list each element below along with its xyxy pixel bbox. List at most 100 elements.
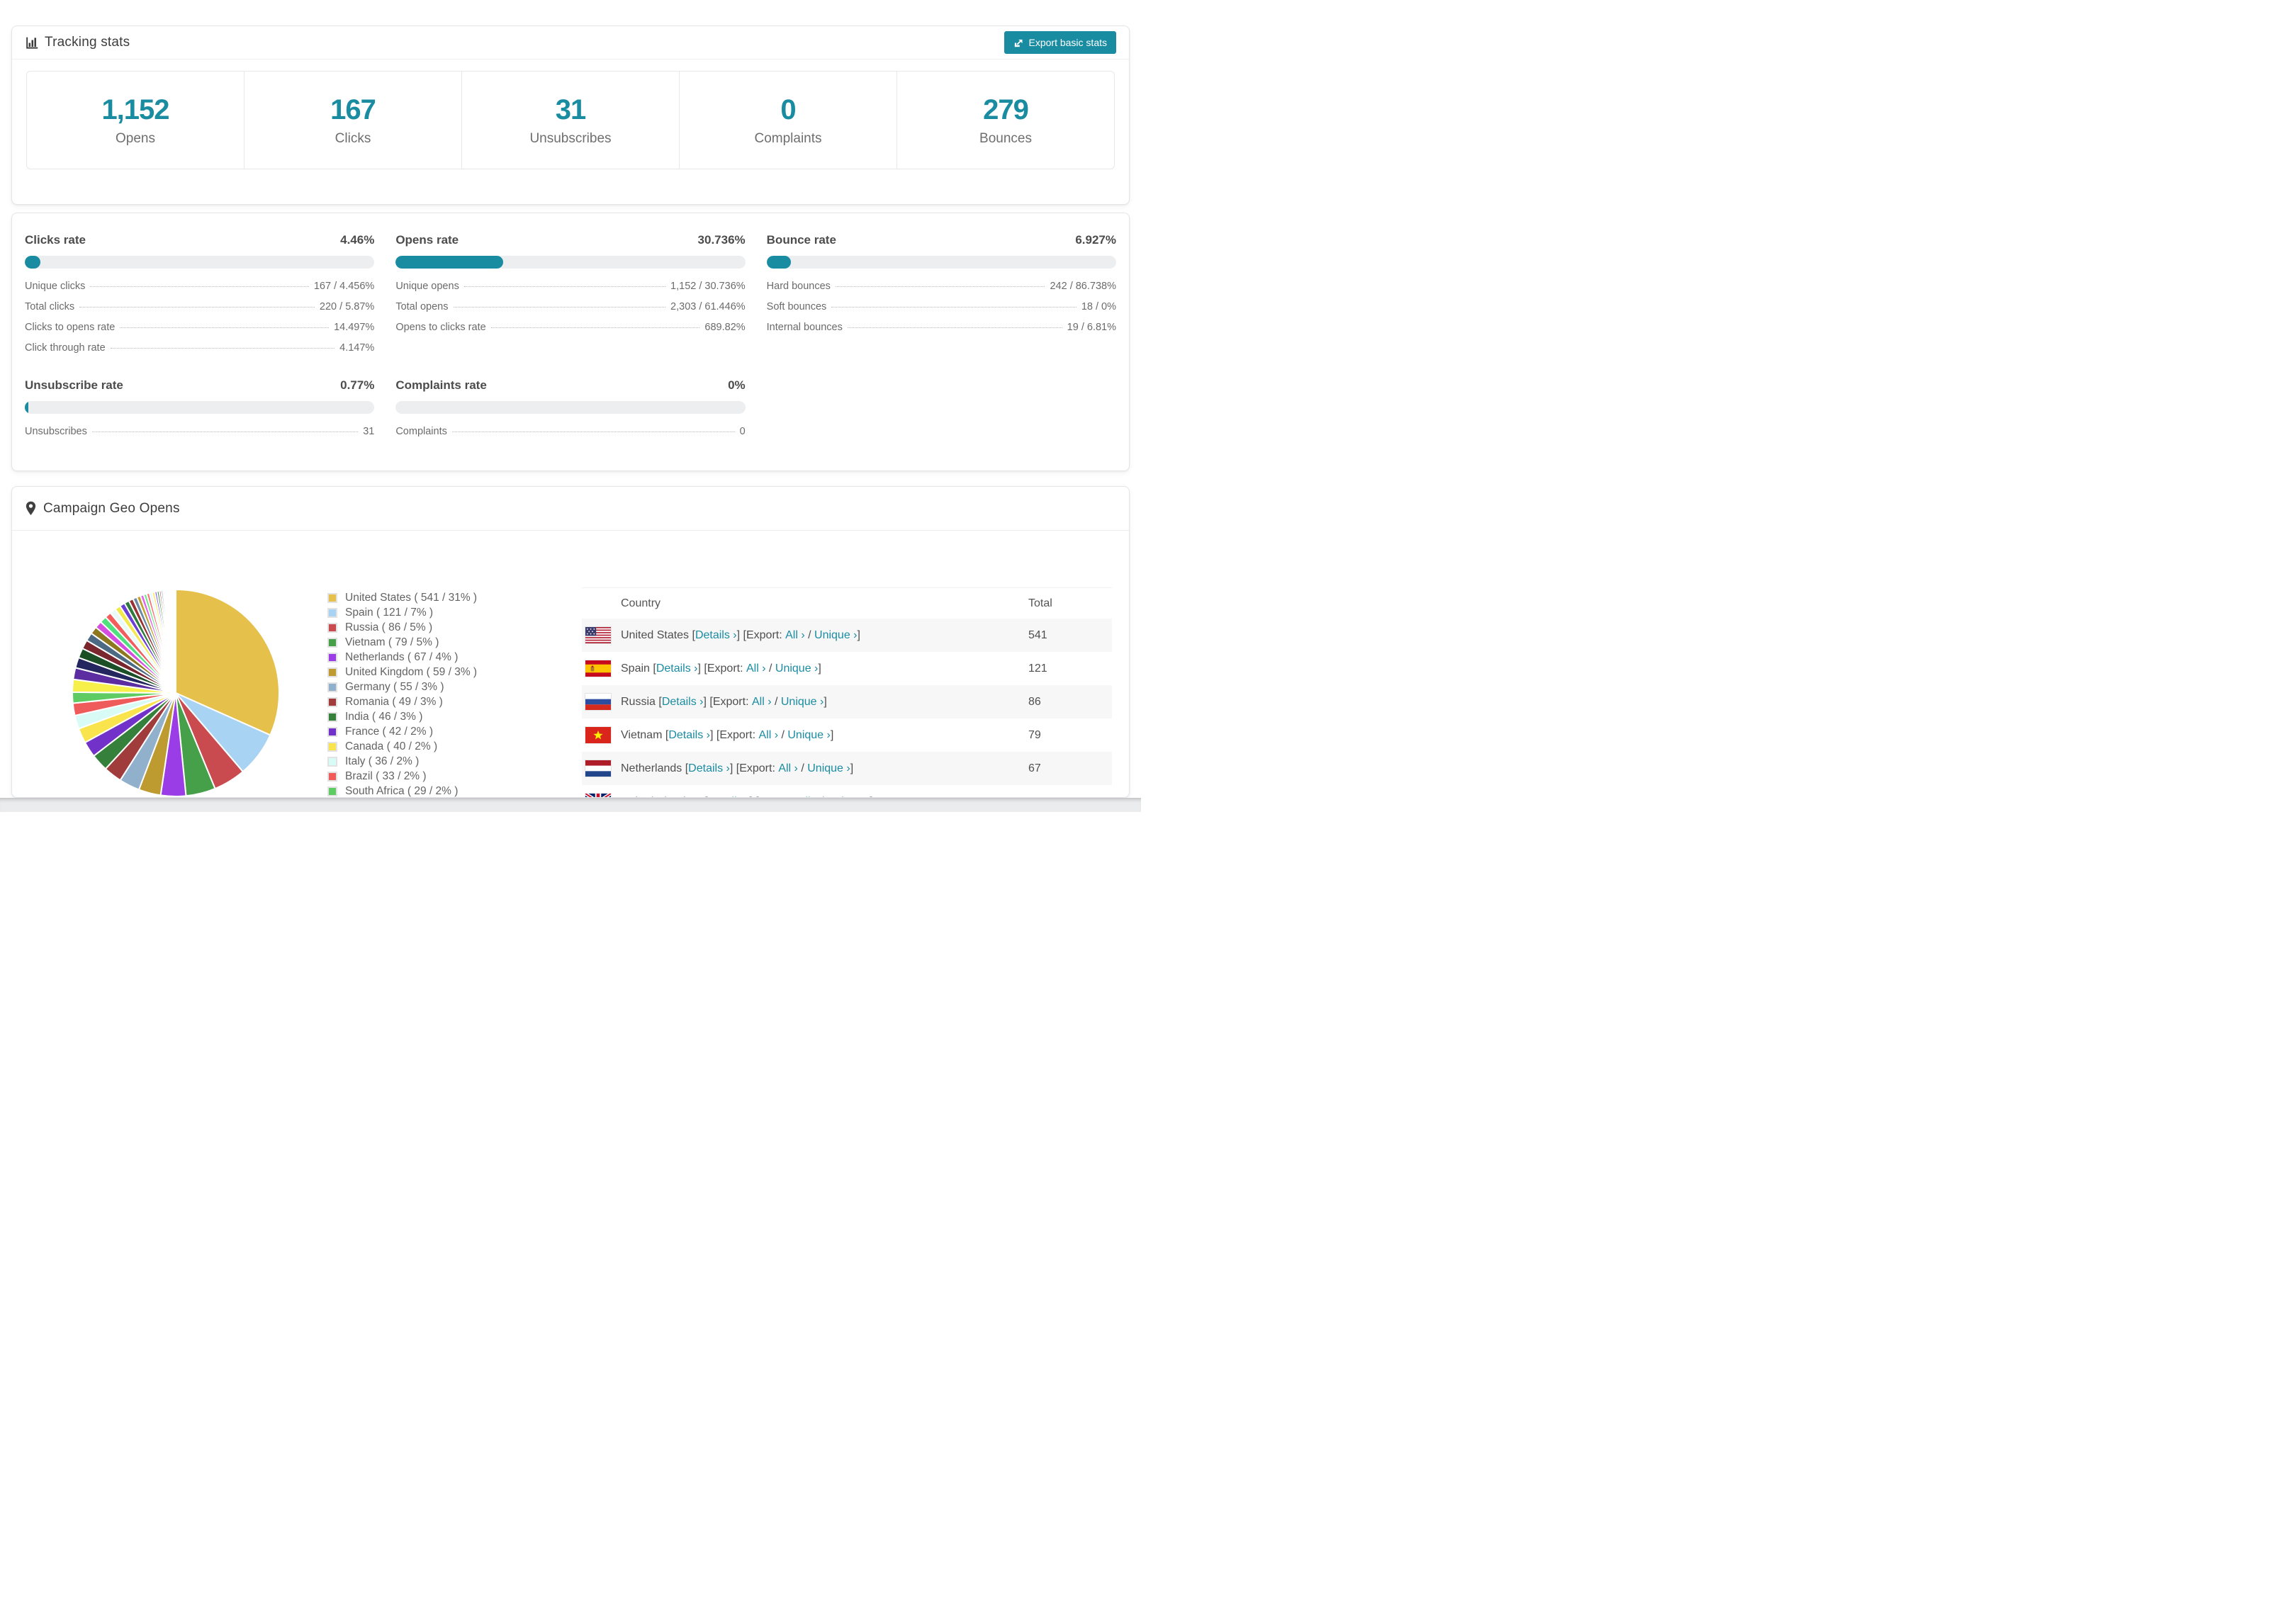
legend-label: Romania ( 49 / 3% ) <box>345 695 443 708</box>
export-all-link[interactable]: All › <box>798 796 818 798</box>
details-link[interactable]: Details › <box>668 728 710 741</box>
export-unique-link[interactable]: Unique › <box>807 762 850 774</box>
link-bracket-text: [ <box>704 796 707 798</box>
rate-detail-rows: Hard bounces 242 / 86.738% Soft bounces 18 … <box>767 281 1116 342</box>
country-name: Russia <box>621 695 659 708</box>
legend-label: Brazil ( 33 / 2% ) <box>345 769 427 782</box>
rate-detail-label: Click through rate <box>25 342 106 354</box>
rate-detail-value: 220 / 5.87% <box>319 301 375 312</box>
legend-item: United Kingdom ( 59 / 3% ) <box>327 665 477 680</box>
rate-progress-fill <box>25 256 40 269</box>
rate-head: Clicks rate 4.46% <box>25 233 374 247</box>
legend-swatch <box>327 786 337 796</box>
table-row: Vietnam [Details ›] [Export: All › / Uni… <box>582 718 1112 752</box>
country-cell: Vietnam [Details ›] [Export: All › / Uni… <box>582 727 1028 743</box>
rate-detail-value: 0 <box>739 426 746 437</box>
link-bracket-text: [ <box>665 728 669 741</box>
export-basic-stats-button[interactable]: Export basic stats <box>1004 31 1116 54</box>
legend-label: Vietnam ( 79 / 5% ) <box>345 636 439 648</box>
legend-swatch <box>327 726 337 737</box>
legend-label: Canada ( 40 / 2% ) <box>345 740 438 752</box>
legend-swatch <box>327 622 337 633</box>
details-link[interactable]: Details › <box>661 695 704 708</box>
legend-swatch <box>327 637 337 648</box>
total-cell: 86 <box>1028 695 1041 708</box>
rate-title: Complaints rate <box>395 378 487 392</box>
summary-stat-value: 279 <box>983 94 1029 125</box>
export-unique-link[interactable]: Unique › <box>775 662 819 675</box>
details-link[interactable]: Details › <box>695 628 737 641</box>
dotted-leader <box>463 286 666 287</box>
legend-item: Italy ( 36 / 2% ) <box>327 754 477 769</box>
legend-label: United States ( 541 / 31% ) <box>345 591 478 604</box>
rate-progress-bar <box>766 256 1116 269</box>
flag-us-icon <box>585 627 611 643</box>
summary-stat-label: Opens <box>116 130 155 146</box>
dotted-leader <box>831 307 1077 308</box>
details-link[interactable]: Details › <box>656 662 698 675</box>
country-name: Vietnam <box>621 728 665 741</box>
rate-detail-row: Internal bounces 19 / 6.81% <box>767 322 1116 342</box>
export-all-link[interactable]: All › <box>746 662 766 675</box>
column-header-country: Country <box>621 597 661 609</box>
summary-stat-label: Bounces <box>979 130 1032 146</box>
export-unique-link[interactable]: Unique › <box>814 628 858 641</box>
rate-detail-rows: Unsubscribes 31 <box>25 426 374 446</box>
link-bracket-text: / <box>765 662 775 675</box>
link-bracket-text: / <box>797 762 808 774</box>
rate-title: Clicks rate <box>25 233 86 247</box>
rate-detail-value: 14.497% <box>334 322 375 333</box>
rate-detail-row: Unsubscribes 31 <box>25 426 374 446</box>
rate-detail-row: Complaints 0 <box>395 426 745 446</box>
export-unique-link[interactable]: Unique › <box>780 695 824 708</box>
rate-detail-rows: Unique opens 1,152 / 30.736% Total opens 2,… <box>395 281 745 342</box>
export-unique-link[interactable]: Unique › <box>827 796 870 798</box>
legend-item: Netherlands ( 67 / 4% ) <box>327 650 477 665</box>
table-row: Spain [Details ›] [Export: All › / Uniqu… <box>582 652 1112 685</box>
legend-item: Russia ( 86 / 5% ) <box>327 620 477 635</box>
export-all-link[interactable]: All › <box>751 695 772 708</box>
geo-table-header: Country Total <box>582 587 1112 619</box>
country-name: United States <box>621 628 692 641</box>
link-bracket-text: / <box>804 628 815 641</box>
legend-swatch <box>327 771 337 782</box>
pie-slice-united-states <box>175 589 280 736</box>
rate-detail-row: Total opens 2,303 / 61.446% <box>395 301 745 322</box>
rate-detail-label: Total opens <box>395 301 449 312</box>
country-cell: United Kingdom [Details ›] [Export: All … <box>582 794 1028 798</box>
link-bracket-text: ] <box>857 628 860 641</box>
export-unique-link[interactable]: Unique › <box>787 728 831 741</box>
rate-detail-label: Soft bounces <box>766 301 827 312</box>
dotted-leader <box>120 327 330 328</box>
bounce-rate-block: Bounce rate 6.927% Hard bounces 242 / 86.73… <box>766 233 1116 363</box>
geo-content: United States ( 541 / 31% ) Spain ( 121 /… <box>12 531 1129 798</box>
rate-detail-label: Hard bounces <box>766 281 831 292</box>
export-all-link[interactable]: All › <box>758 728 779 741</box>
legend-swatch <box>327 592 337 603</box>
flag-es-icon <box>585 660 611 677</box>
rate-detail-row: Opens to clicks rate 689.82% <box>395 322 745 342</box>
export-all-link[interactable]: All › <box>785 628 805 641</box>
legend-item: Romania ( 49 / 3% ) <box>327 694 477 709</box>
geo-opens-pie-chart <box>71 588 280 797</box>
rate-detail-label: Total clicks <box>25 301 75 312</box>
rate-detail-label: Unique clicks <box>25 281 86 292</box>
details-link[interactable]: Details › <box>688 762 730 774</box>
rate-detail-rows: Unique clicks 167 / 4.456% Total clicks 220… <box>25 281 374 363</box>
export-all-link[interactable]: All › <box>778 762 798 774</box>
details-link[interactable]: Details › <box>708 796 750 798</box>
legend-label: South Africa ( 29 / 2% ) <box>345 784 459 797</box>
rate-detail-value: 31 <box>363 426 375 437</box>
geo-header: Campaign Geo Opens <box>12 487 1129 531</box>
rate-progress-bar <box>395 256 746 269</box>
rate-detail-value: 167 / 4.456% <box>313 281 375 292</box>
rate-detail-row: Soft bounces 18 / 0% <box>767 301 1116 322</box>
summary-stat-label: Complaints <box>754 130 822 146</box>
flag-gb-icon <box>585 794 611 797</box>
table-row: United Kingdom [Details ›] [Export: All … <box>582 785 1112 798</box>
link-bracket-text: ] [Export: <box>749 796 797 798</box>
clicks-rate-block: Clicks rate 4.46% Unique clicks 167 / 4.456… <box>25 233 375 363</box>
legend-label: France ( 42 / 2% ) <box>345 725 434 738</box>
country-name: Spain <box>621 662 653 675</box>
legend-label: United Kingdom ( 59 / 3% ) <box>345 665 478 678</box>
